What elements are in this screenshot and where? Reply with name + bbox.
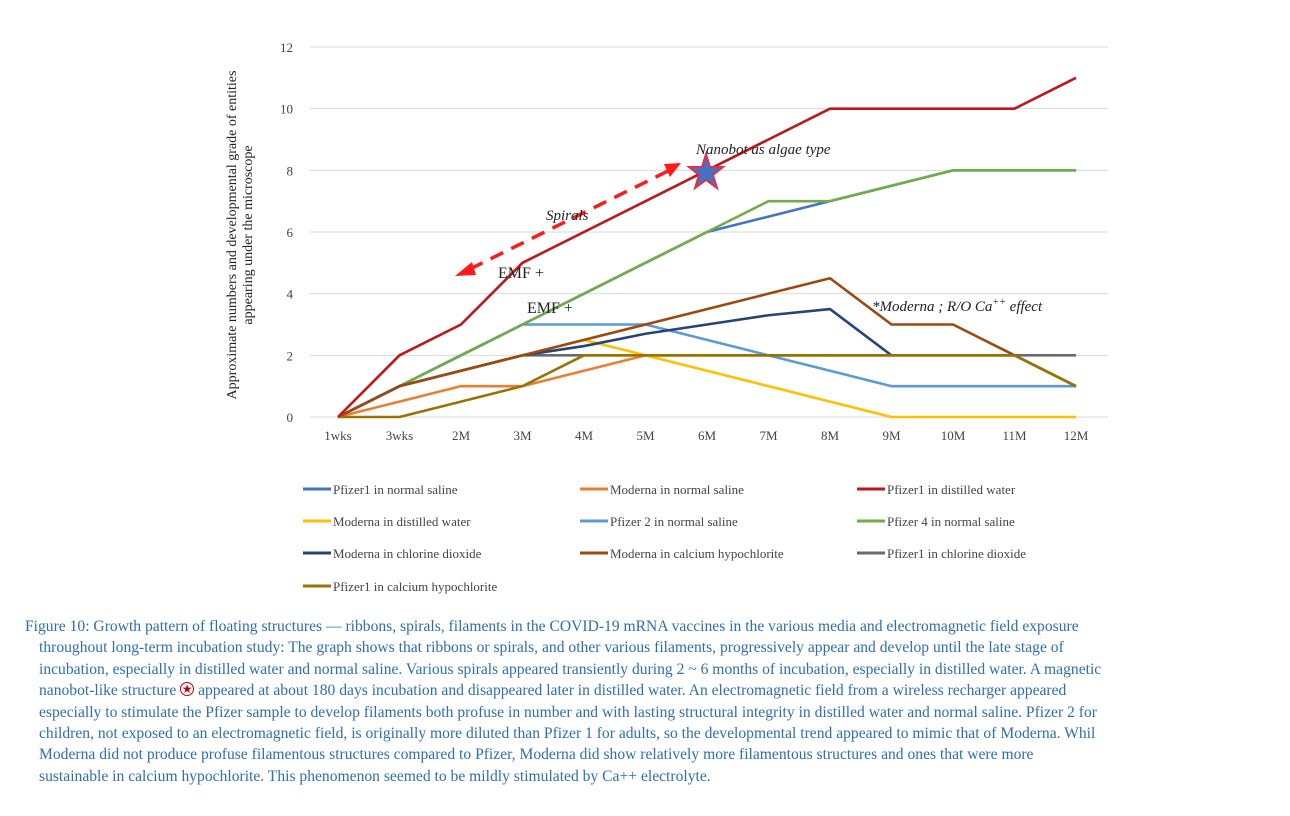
legend-item: Pfizer1 in distilled water (857, 482, 1016, 497)
arrowhead-icon (455, 262, 476, 276)
y-axis-label-line2: appearing under the microscope (241, 145, 256, 324)
caption-line: incubation, especially in distilled wate… (39, 660, 1102, 678)
legend-item: Moderna in chlorine dioxide (303, 546, 482, 561)
caption-line: throughout long-term incubation study: T… (39, 639, 1064, 657)
legend-label: Pfizer 2 in normal saline (610, 514, 738, 529)
legend-label: Moderna in distilled water (333, 514, 471, 529)
y-tick-label: 6 (287, 225, 294, 240)
legend-item: Pfizer1 in chlorine dioxide (857, 546, 1026, 561)
nanobot-star-icon (686, 150, 726, 191)
caption-line: Figure 10: Growth pattern of floating st… (25, 618, 1079, 635)
x-tick-label: 3M (513, 428, 532, 443)
series-line-pfizer1-in-distilled-water (337, 76, 1077, 418)
figure-caption: Figure 10: Growth pattern of floating st… (25, 616, 1285, 787)
legend-label: Pfizer1 in normal saline (333, 482, 458, 497)
caption-line: Moderna did not produce profuse filament… (39, 746, 1034, 764)
x-tick-label: 8M (821, 428, 840, 443)
legend: Pfizer1 in normal saline Moderna in norma… (303, 482, 1026, 594)
spirals-label: Spirals (546, 208, 589, 224)
line-chart: 0 2 4 6 8 10 12 1wks 3wks 2M 3M 4M 5M 6M 7M 8M 9M 10M 11M… (225, 40, 1108, 594)
y-axis-label-line1: Approximate numbers and developmental gr… (225, 71, 240, 400)
legend-label: Pfizer 4 in normal saline (887, 514, 1015, 529)
legend-label: Moderna in chlorine dioxide (333, 546, 482, 561)
x-tick-label: 3wks (386, 428, 413, 443)
series-line-moderna-in-calcium-hypochlorite (337, 276, 1077, 419)
caption-line: nanobot-like structure ★ appeared at abo… (25, 680, 1285, 701)
spirals-arrow (469, 168, 671, 271)
y-tick-label: 0 (287, 410, 294, 425)
legend-label: Moderna in normal saline (610, 482, 744, 497)
legend-item: Moderna in distilled water (303, 514, 471, 529)
y-tick-label: 4 (287, 287, 294, 302)
x-tick-label: 2M (452, 428, 471, 443)
caption-text: nanobot-like structure (39, 682, 181, 700)
y-tick-labels: 0 2 4 6 8 10 12 (280, 40, 294, 425)
caption-line: children, not exposed to an electromagne… (39, 725, 1096, 743)
x-tick-label: 5M (636, 428, 655, 443)
x-tick-label: 9M (882, 428, 901, 443)
y-tick-label: 12 (280, 40, 293, 55)
x-tick-label: 4M (575, 428, 594, 443)
annotations: Spirals EMF + EMF + Nanobot as algae typ… (455, 142, 1043, 317)
caption-text: appeared at about 180 days incubation an… (194, 682, 1067, 700)
caption-line: especially to stimulate the Pfizer sampl… (39, 703, 1097, 721)
x-tick-label: 11M (1002, 428, 1027, 443)
y-tick-label: 10 (280, 102, 293, 117)
x-tick-label: 7M (759, 428, 778, 443)
y-tick-label: 8 (287, 163, 294, 178)
emf-label-1: EMF + (498, 265, 544, 282)
nanobot-label: Nanobot as algae type (695, 142, 831, 158)
legend-item: Pfizer1 in calcium hypochlorite (303, 579, 497, 594)
legend-label: Pfizer1 in chlorine dioxide (887, 546, 1026, 561)
x-tick-label: 1wks (324, 428, 351, 443)
series-lines (337, 76, 1077, 419)
emf-label-2: EMF + (527, 300, 573, 317)
x-tick-label: 12M (1064, 428, 1089, 443)
legend-item: Pfizer1 in normal saline (303, 482, 458, 497)
legend-label: Pfizer1 in distilled water (887, 482, 1016, 497)
y-axis-label: appearing under the microscope (241, 145, 256, 324)
caption-line: sustainable in calcium hypochlorite. Thi… (39, 767, 711, 785)
x-tick-label: 6M (698, 428, 717, 443)
series-line-pfizer1-in-calcium-hypochlorite (338, 354, 1077, 419)
legend-item: Pfizer 2 in normal saline (580, 514, 738, 529)
x-tick-labels: 1wks 3wks 2M 3M 4M 5M 6M 7M 8M 9M 10M 11M 12M (324, 428, 1088, 443)
star-icon: ★ (180, 682, 195, 697)
x-tick-label: 10M (941, 428, 966, 443)
moderna-note: *Moderna ; R/O Ca++ effect (872, 297, 1043, 315)
y-axis-label: Approximate numbers and developmental gr… (225, 71, 240, 400)
legend-item: Moderna in normal saline (580, 482, 744, 497)
legend-item: Pfizer 4 in normal saline (857, 514, 1015, 529)
legend-label: Pfizer1 in calcium hypochlorite (333, 579, 497, 594)
arrowhead-icon (664, 163, 681, 177)
y-tick-label: 2 (287, 348, 294, 363)
legend-item: Moderna in calcium hypochlorite (580, 546, 784, 561)
series-line-pfizer-4-in-normal-saline (337, 169, 1076, 419)
legend-label: Moderna in calcium hypochlorite (610, 546, 784, 561)
